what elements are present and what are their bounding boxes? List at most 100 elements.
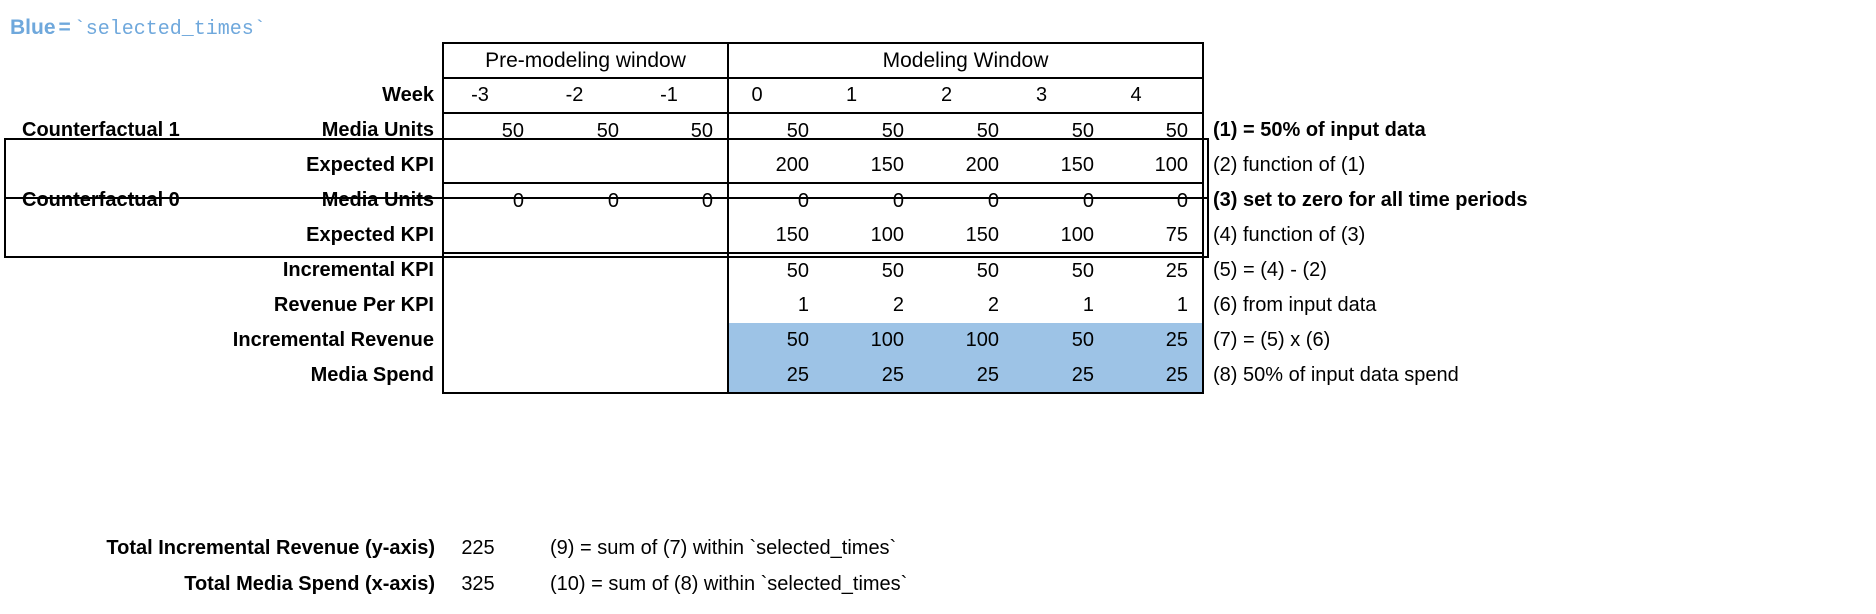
calculation-table-wrapper: Pre-modeling window Modeling Window Week… [0, 42, 1876, 394]
cell-mod-3: 1 [1082, 294, 1094, 316]
cell-mod-1: 100 [823, 323, 918, 358]
spacer-cell [1203, 78, 1873, 113]
cell-mod-1: 0 [823, 182, 918, 218]
note-5: (5) = (4) - (2) [1213, 259, 1327, 281]
cell-mod-1: 25 [823, 358, 918, 394]
cell-mod-0: 50 [727, 253, 823, 288]
cell-mod-0: 50 [727, 112, 823, 148]
calculation-table: Pre-modeling window Modeling Window Week… [0, 42, 1873, 394]
cell-pre-0 [442, 148, 538, 183]
cell-pre-2 [633, 358, 728, 394]
cell-mod-2: 25 [918, 358, 1013, 394]
cell-mod-0: 150 [727, 218, 823, 254]
week-cell-mod-1: 1 [845, 84, 858, 106]
cell-mod-4: 25 [1108, 253, 1204, 288]
header-modeling-window: Modeling Window [727, 42, 1204, 79]
group-label-empty [0, 253, 225, 288]
cell-mod-3: 50 [1013, 323, 1108, 358]
cell-mod-1: 100 [823, 218, 918, 254]
legend-equals: = [58, 16, 71, 39]
totals-value-media-spend: 325 [461, 572, 495, 595]
cell-mod-3: 0 [1013, 182, 1108, 218]
cell-mod-2: 50 [918, 112, 1013, 148]
cell-pre-1 [538, 253, 633, 288]
cell-mod-2: 200 [965, 153, 999, 176]
cell-mod-2: 0 [918, 182, 1013, 218]
legend-selected-times-code: `selected_times` [73, 18, 266, 41]
cell-pre-2: 50 [633, 112, 728, 148]
cell-pre-2: 0 [633, 182, 728, 218]
group-label-empty [0, 288, 225, 323]
week-cell-mod-3: 3 [1035, 84, 1048, 106]
table-row: Counterfactual 1 Media Units 50 50 50 50… [0, 112, 1873, 148]
cell-pre-1 [538, 358, 633, 394]
cell-pre-1 [538, 218, 633, 254]
cell-mod-1: 50 [881, 259, 904, 282]
cell-mod-2: 100 [918, 323, 1013, 358]
cell-pre-2 [633, 218, 728, 254]
totals-value-incremental-revenue: 225 [461, 536, 495, 559]
note-7: (7) = (5) x (6) [1213, 329, 1331, 351]
table-row: Counterfactual 0 Media Units 0 0 0 0 0 0… [0, 182, 1873, 218]
cell-mod-3: 50 [1071, 259, 1094, 282]
cell-pre-0: 0 [442, 182, 538, 218]
cell-pre-0 [442, 323, 538, 358]
cell-mod-2: 150 [918, 218, 1013, 254]
cell-mod-1: 150 [870, 153, 904, 176]
totals-row-media-spend: Total Media Spend (x-axis) 325 (10) = su… [0, 566, 1191, 602]
cell-mod-4: 50 [1108, 112, 1204, 148]
cell-mod-3: 150 [1060, 153, 1094, 176]
totals-label-media-spend: Total Media Spend (x-axis) [184, 572, 435, 595]
legend-blue-word: Blue [10, 16, 56, 39]
row-label-revenue-per-kpi: Revenue Per KPI [273, 294, 434, 316]
cell-mod-4: 25 [1108, 358, 1204, 394]
week-cell-mod-0: 0 [727, 78, 823, 113]
cell-mod-3: 100 [1013, 218, 1108, 254]
totals-note-10: (10) = sum of (8) within `selected_times… [550, 572, 908, 595]
cell-pre-0 [442, 218, 538, 254]
group-label-counterfactual-1: Counterfactual 1 [22, 119, 180, 141]
spacer-cell [0, 43, 225, 78]
cell-pre-1: 0 [538, 182, 633, 218]
cell-pre-2 [633, 288, 728, 323]
table-row: Expected KPI 200 150 200 150 100 (2) fun… [0, 148, 1873, 183]
cell-mod-2: 2 [987, 294, 999, 316]
cell-mod-4: 1 [1108, 288, 1204, 323]
week-cell-mod-2: 2 [940, 84, 953, 106]
cell-pre-1 [538, 323, 633, 358]
cell-pre-2 [633, 323, 728, 358]
spacer-cell [225, 43, 443, 78]
group-label-empty [0, 358, 225, 393]
cell-pre-0 [442, 253, 538, 288]
cell-mod-0: 1 [727, 288, 823, 323]
totals-section: Total Incremental Revenue (y-axis) 225 (… [0, 530, 1200, 602]
row-label-week: Week [382, 84, 434, 106]
cell-pre-0: 50 [442, 112, 538, 148]
row-label-incremental-kpi: Incremental KPI [282, 259, 434, 281]
table-row: Incremental Revenue 50 100 100 50 25 (7)… [0, 323, 1873, 358]
cell-mod-0: 200 [727, 148, 823, 183]
note-6: (6) from input data [1213, 294, 1377, 316]
spacer-cell [1203, 43, 1873, 78]
row-label-expected-kpi-cf0: Expected KPI [306, 224, 434, 246]
group-label-empty [0, 218, 225, 253]
cell-mod-2: 50 [976, 259, 999, 282]
week-cell-mod-4: 4 [1108, 78, 1204, 113]
totals-label-incremental-revenue: Total Incremental Revenue (y-axis) [106, 536, 435, 559]
cell-mod-4: 75 [1108, 218, 1204, 254]
table-row: Expected KPI 150 100 150 100 75 (4) func… [0, 218, 1873, 254]
week-cell-pre-0: -3 [442, 78, 538, 113]
group-label-empty [0, 148, 225, 183]
cell-pre-1: 50 [538, 112, 633, 148]
group-label-empty [0, 323, 225, 358]
cell-mod-0: 0 [727, 182, 823, 218]
table-row: Revenue Per KPI 1 2 2 1 1 (6) from input… [0, 288, 1873, 323]
table-row-week: Week -3 -2 -1 0 1 2 3 4 [0, 78, 1873, 113]
header-pre-modeling-window: Pre-modeling window [442, 42, 728, 79]
cell-mod-0: 50 [727, 323, 823, 358]
totals-row-incremental-revenue: Total Incremental Revenue (y-axis) 225 (… [0, 530, 1191, 566]
cell-mod-4: 25 [1108, 323, 1204, 358]
cell-pre-1 [538, 148, 633, 183]
note-1: (1) = 50% of input data [1213, 119, 1426, 141]
totals-note-9: (9) = sum of (7) within `selected_times` [550, 536, 897, 559]
